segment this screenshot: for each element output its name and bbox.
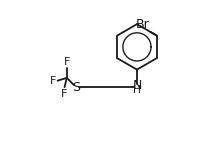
Text: N: N: [132, 79, 141, 92]
Text: Br: Br: [135, 18, 149, 31]
Text: F: F: [63, 57, 70, 67]
Text: F: F: [60, 89, 67, 99]
Text: H: H: [132, 85, 140, 95]
Text: F: F: [50, 76, 56, 86]
Text: S: S: [72, 81, 80, 94]
